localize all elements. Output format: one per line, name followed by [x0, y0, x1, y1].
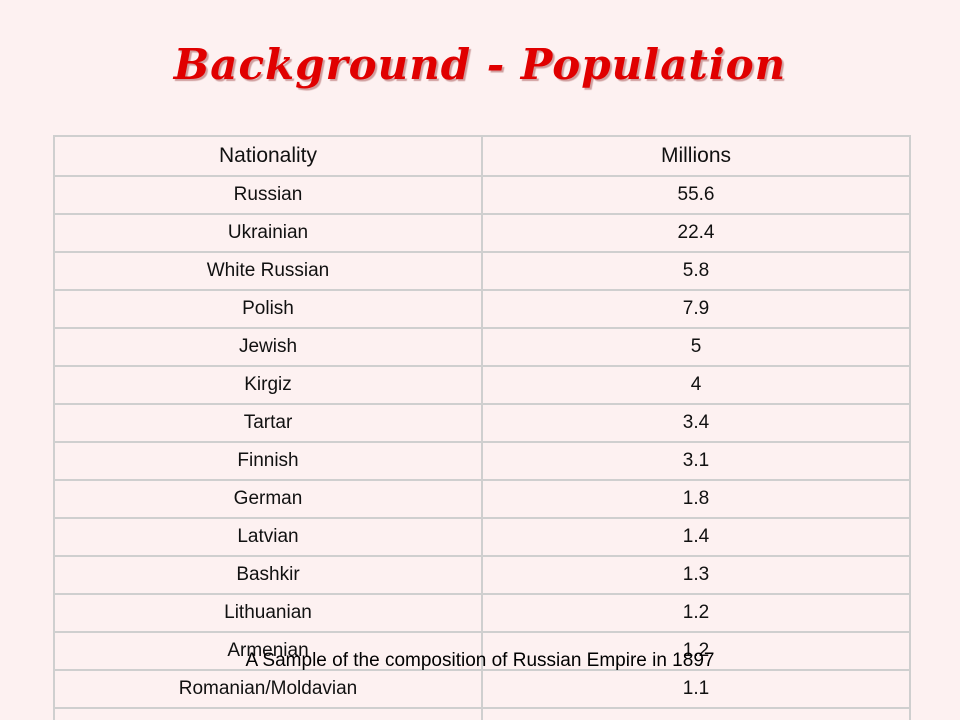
nationality-cell: Jewish — [53, 327, 483, 367]
nationality-cell: White Russian — [53, 251, 483, 291]
millions-cell: 7.9 — [481, 289, 911, 329]
millions-cell: 55.6 — [481, 175, 911, 215]
table-row: Ukrainian 22.4 — [53, 213, 911, 253]
table-body: Russian 55.6 Ukrainian 22.4 White Russian 5.8… — [53, 175, 911, 720]
header-nationality: Nationality — [53, 135, 483, 177]
table-row: Kirgiz 4 — [53, 365, 911, 405]
nationality-cell: Romanian/Moldavian — [53, 669, 483, 709]
millions-cell: 5.8 — [481, 251, 911, 291]
nationality-cell: Bashkir — [53, 555, 483, 595]
table-row: White Russian 5.8 — [53, 251, 911, 291]
millions-cell: 1.1 — [481, 669, 911, 709]
millions-cell: 3.1 — [481, 441, 911, 481]
header-millions: Millions — [481, 135, 911, 177]
millions-cell — [481, 707, 911, 720]
table-row: Lithuanian 1.2 — [53, 593, 911, 633]
millions-cell: 5 — [481, 327, 911, 367]
nationality-cell: Russian — [53, 175, 483, 215]
table-header-row: Nationality Millions — [53, 135, 911, 177]
table-row: Bashkir 1.3 — [53, 555, 911, 595]
nationality-cell: Lithuanian — [53, 593, 483, 633]
population-table: Nationality Millions Russian 55.6 Ukrainia… — [53, 135, 911, 720]
table-row: Latvian 1.4 — [53, 517, 911, 557]
table-row: German 1.8 — [53, 479, 911, 519]
nationality-cell: Polish — [53, 289, 483, 329]
table-row: Russian 55.6 — [53, 175, 911, 215]
millions-cell: 1.4 — [481, 517, 911, 557]
table-row — [53, 707, 911, 720]
table-row: Romanian/Moldavian 1.1 — [53, 669, 911, 709]
millions-cell: 1.2 — [481, 593, 911, 633]
millions-cell: 3.4 — [481, 403, 911, 443]
table-row: Jewish 5 — [53, 327, 911, 367]
table-row: Finnish 3.1 — [53, 441, 911, 481]
millions-cell: 22.4 — [481, 213, 911, 253]
nationality-cell: Latvian — [53, 517, 483, 557]
nationality-cell: German — [53, 479, 483, 519]
table-caption: A Sample of the composition of Russian E… — [245, 650, 715, 671]
table-row: Armenian 1.2 — [53, 631, 911, 671]
nationality-cell: Kirgiz — [53, 365, 483, 405]
millions-cell: 4 — [481, 365, 911, 405]
millions-cell: 1.2 — [481, 631, 911, 671]
slide-title: Background - Population — [173, 40, 787, 89]
millions-cell: 1.8 — [481, 479, 911, 519]
nationality-cell: Finnish — [53, 441, 483, 481]
table-row: Tartar 3.4 — [53, 403, 911, 443]
nationality-cell: Tartar — [53, 403, 483, 443]
millions-cell: 1.3 — [481, 555, 911, 595]
nationality-cell: Ukrainian — [53, 213, 483, 253]
nationality-cell — [53, 707, 483, 720]
nationality-cell: Armenian — [53, 631, 483, 671]
table-row: Polish 7.9 — [53, 289, 911, 329]
